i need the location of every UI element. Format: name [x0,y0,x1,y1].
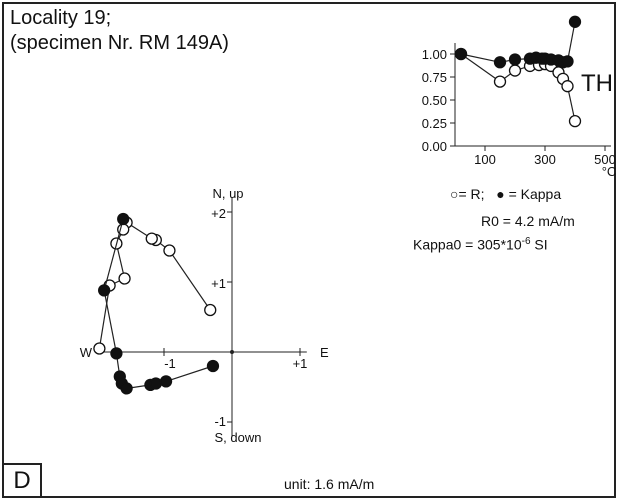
axis-label-left: W [80,345,93,360]
y-tick-label: +1 [211,276,226,291]
filled-data-point [98,284,111,297]
kappa-data-point [493,56,507,69]
origin-dot [230,350,234,354]
inset-x-tick-label: 500 [594,152,616,167]
filled-data-point [149,377,162,390]
inset-x-tick-label: 100 [474,152,496,167]
legend-kappa-label: = Kappa [508,186,562,202]
inset-title: TH [581,70,613,97]
kappa-data-point [454,47,468,61]
kappa-data-point [561,55,574,68]
panel-letter-box: D [2,463,42,498]
y-tick-label: -1 [214,414,226,429]
inset-x-axis-label: °C [602,164,617,179]
y-tick-label: +2 [211,206,226,221]
r0-note: R0 = 4.2 mA/m [481,213,575,229]
kappa0-note: Kappa0 = 305*10-6 SI [413,237,548,252]
panel-frame [2,2,616,498]
kappa0-exponent: -6 [521,236,531,247]
inset-y-tick-label: 0.25 [422,116,447,131]
filled-data-point [159,375,173,388]
legend-open-circle-icon: ○ [450,186,459,202]
kappa0-unit: SI [530,236,548,253]
open-data-point [118,272,131,285]
title-line-1: Locality 19; [10,7,112,29]
x-tick-label: +1 [293,356,308,371]
filled-data-point [206,359,220,373]
legend: ○= R; ● = Kappa [450,187,561,201]
title-line-2: (specimen Nr. RM 149A) [10,32,229,54]
axis-label-right: E [320,345,329,360]
open-data-point [145,232,158,245]
open-data-point [93,342,106,355]
open-data-point [163,244,176,257]
inset-x-tick-label: 300 [534,152,556,167]
filled-data-point [110,347,123,360]
r-data-point [493,75,507,88]
filled-data-point [117,212,130,226]
r-data-point [561,80,574,93]
inset-y-tick-label: 0.00 [422,139,447,154]
axis-label-down: S, down [215,430,262,445]
legend-filled-circle-icon: ● [496,186,505,202]
open-data-point [204,303,217,317]
r-data-point [568,115,582,128]
inset-y-tick-label: 1.00 [422,47,447,62]
inset-y-tick-label: 0.50 [422,93,447,108]
panel-letter: D [13,467,31,494]
axis-label-up: N, up [212,186,243,201]
x-tick-label: -1 [164,356,176,371]
unit-label: unit: 1.6 mA/m [284,476,375,492]
r-data-point [508,64,522,77]
filled-data-point [120,382,133,395]
inset-y-tick-label: 0.75 [422,70,447,85]
kappa-data-point [568,15,582,28]
kappa0-base: Kappa0 = 305*10 [413,236,522,253]
kappa-data-point [508,53,522,66]
legend-r-label: = R; [458,186,485,202]
